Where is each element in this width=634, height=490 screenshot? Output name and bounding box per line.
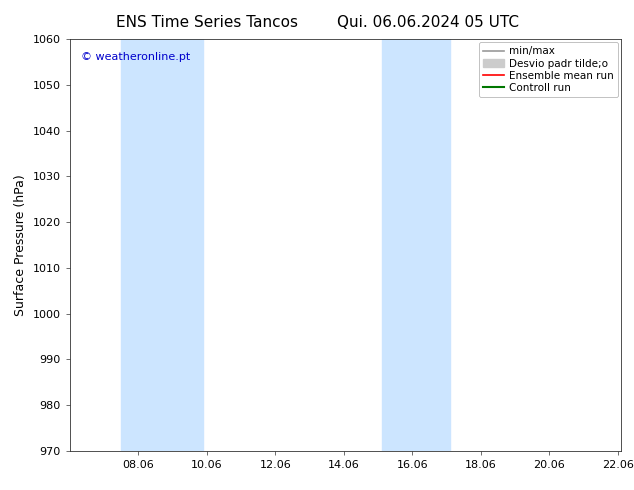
Bar	[382, 39, 450, 451]
Bar	[121, 39, 204, 451]
Text: ENS Time Series Tancos        Qui. 06.06.2024 05 UTC: ENS Time Series Tancos Qui. 06.06.2024 0…	[115, 15, 519, 30]
Legend: min/max, Desvio padr tilde;o, Ensemble mean run, Controll run: min/max, Desvio padr tilde;o, Ensemble m…	[479, 42, 618, 97]
Y-axis label: Surface Pressure (hPa): Surface Pressure (hPa)	[14, 174, 27, 316]
Text: © weatheronline.pt: © weatheronline.pt	[81, 51, 190, 62]
